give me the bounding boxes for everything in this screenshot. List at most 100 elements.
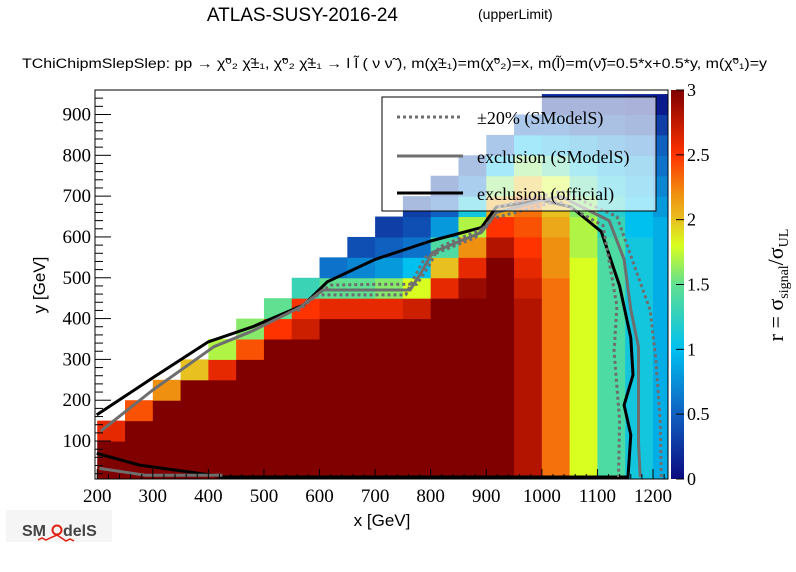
heatmap-cell <box>375 216 404 238</box>
contour-line <box>296 199 622 478</box>
heatmap-cell <box>263 420 293 442</box>
heatmap-cell <box>569 318 598 340</box>
contour-line <box>304 189 663 478</box>
heatmap-cell <box>319 379 348 401</box>
heatmap-cell <box>486 441 515 462</box>
heatmap-cell <box>402 359 432 381</box>
heatmap-cell <box>291 318 321 340</box>
heatmap-cell <box>541 298 571 320</box>
heatmap-cell <box>652 114 669 136</box>
heatmap-cell <box>430 338 459 360</box>
heatmap-cell <box>347 461 376 480</box>
heatmap-cell <box>125 441 154 462</box>
heatmap-cell <box>180 359 209 381</box>
heatmap-cell <box>652 257 669 279</box>
chart-title-suffix: (upperLimit) <box>478 6 553 22</box>
heatmap-cell <box>625 257 654 279</box>
heatmap-cell <box>291 400 321 422</box>
heatmap-cell <box>152 400 182 422</box>
svg-text:delS: delS <box>63 523 97 540</box>
heatmap-cell <box>347 420 376 442</box>
heatmap-cell <box>486 461 515 480</box>
heatmap-cell <box>430 461 459 480</box>
heatmap-cell <box>541 236 571 258</box>
heatmap-cell <box>652 216 669 238</box>
heatmap-cell <box>291 441 321 462</box>
heatmap-cell <box>514 298 543 320</box>
heatmap-cell <box>430 441 459 462</box>
heatmap-cell <box>652 318 669 340</box>
heatmap-cell <box>208 420 237 442</box>
heatmap-cell <box>458 359 487 381</box>
heatmap-cell <box>263 461 293 480</box>
heatmap-cell <box>236 441 265 462</box>
heatmap-cell <box>569 338 598 360</box>
colorbar-tick-label: 0 <box>687 469 696 489</box>
heatmap-cell <box>514 379 543 401</box>
heatmap-cell <box>458 400 487 422</box>
heatmap-cell <box>319 338 348 360</box>
heatmap-cell <box>652 175 669 197</box>
heatmap-cell <box>263 400 293 422</box>
heatmap-cell <box>458 277 487 299</box>
smodels-logo: SM delS <box>6 510 112 542</box>
colorbar-tick-label: 3 <box>687 80 696 100</box>
heatmap-cell <box>236 420 265 442</box>
heatmap-cell <box>291 277 321 299</box>
heatmap-cell <box>430 216 459 238</box>
heatmap-cell <box>291 461 321 480</box>
y-tick-label: 100 <box>63 431 92 452</box>
heatmap-cell <box>319 257 348 279</box>
x-axis-label: x [GeV] <box>354 511 411 530</box>
heatmap-cell <box>430 277 459 299</box>
heatmap-cell <box>402 338 432 360</box>
legend-label-0: ±20% (SModelS) <box>477 108 603 129</box>
heatmap-cell <box>541 318 571 340</box>
heatmap-cell <box>486 257 515 279</box>
heatmap-cell <box>458 338 487 360</box>
legend: ±20% (SModelS) exclusion (SModelS) exclu… <box>381 96 657 212</box>
heatmap-cell <box>291 338 321 360</box>
heatmap-cell <box>208 400 237 422</box>
heatmap-cell <box>458 379 487 401</box>
heatmap-cell <box>236 338 265 360</box>
heatmap-cell <box>208 441 237 462</box>
heatmap-cell <box>208 359 237 381</box>
colorbar-tick-label: 2.5 <box>687 145 710 165</box>
y-tick-label: 300 <box>63 349 92 370</box>
heatmap-cell <box>514 216 543 238</box>
heatmap-cell <box>541 216 571 238</box>
heatmap-cell <box>319 298 348 320</box>
y-tick-label: 700 <box>63 186 92 207</box>
heatmap-cell <box>236 400 265 422</box>
x-tick-label: 1000 <box>523 486 561 507</box>
heatmap-cell <box>125 420 154 442</box>
chart-subtitle: TChiChipmSlepSlep: pp → χ̃⁰₂ χ̃±₁, χ̃⁰₂ … <box>22 55 767 71</box>
plot-frame <box>94 89 669 480</box>
heatmap-cell <box>236 379 265 401</box>
heatmap-cell <box>486 216 515 238</box>
colorbar-tick-label: 0.5 <box>687 404 710 424</box>
heatmap-cell <box>541 257 571 279</box>
heatmap-cell <box>458 298 487 320</box>
heatmap-cell <box>458 441 487 462</box>
y-tick-label: 800 <box>63 145 92 166</box>
x-tick-label: 600 <box>305 486 334 507</box>
heatmap-cell <box>597 298 626 320</box>
y-tick-label: 900 <box>63 104 92 125</box>
heatmap-cell <box>180 400 209 422</box>
heatmap-cell <box>514 461 543 480</box>
heatmap-cell <box>486 400 515 422</box>
heatmap-cell <box>514 257 543 279</box>
colorbar-tick-label: 1.5 <box>687 275 710 295</box>
heatmap-cell <box>319 318 348 340</box>
heatmap-cell <box>486 420 515 442</box>
heatmap-cell <box>486 359 515 381</box>
heatmap-cell <box>208 338 237 360</box>
heatmap-cell <box>652 277 669 299</box>
heatmap-cell <box>402 216 432 238</box>
heatmap-cell <box>430 359 459 381</box>
heatmap-cell <box>486 379 515 401</box>
heatmap-cell <box>402 461 432 480</box>
heatmap-cell <box>402 379 432 401</box>
